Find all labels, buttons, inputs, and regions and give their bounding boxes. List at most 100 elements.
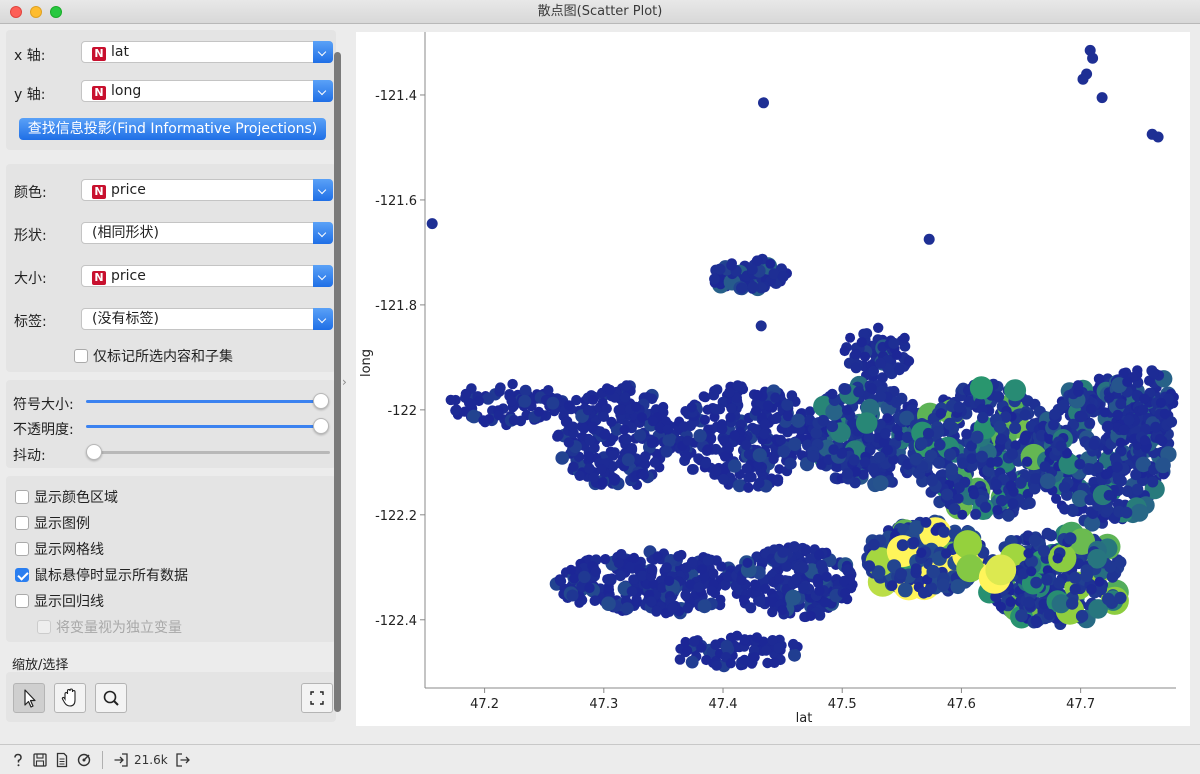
data-point[interactable] <box>711 384 723 395</box>
data-point[interactable] <box>1103 489 1115 501</box>
data-point[interactable] <box>1041 527 1054 540</box>
data-point[interactable] <box>915 437 928 451</box>
data-point[interactable] <box>845 332 856 343</box>
data-point[interactable] <box>788 638 799 650</box>
data-point[interactable] <box>702 555 714 566</box>
data-point[interactable] <box>662 424 674 435</box>
data-point[interactable] <box>786 390 798 401</box>
help-icon[interactable] <box>10 752 26 768</box>
data-point[interactable] <box>1017 568 1029 580</box>
data-point[interactable] <box>1115 475 1127 487</box>
data-point[interactable] <box>482 392 495 405</box>
data-point[interactable] <box>926 474 938 487</box>
data-point[interactable] <box>745 602 757 614</box>
data-point[interactable] <box>566 589 579 602</box>
data-point[interactable] <box>1155 457 1171 474</box>
pan-tool-button[interactable] <box>54 683 86 713</box>
data-point[interactable] <box>1077 73 1089 85</box>
data-point[interactable] <box>648 579 659 590</box>
data-point[interactable] <box>966 440 977 452</box>
data-point[interactable] <box>1111 461 1123 473</box>
data-point[interactable] <box>1072 380 1084 391</box>
data-point[interactable] <box>992 456 1003 468</box>
data-point[interactable] <box>1023 548 1034 559</box>
data-point[interactable] <box>1114 591 1127 605</box>
data-point[interactable] <box>850 362 862 374</box>
data-point[interactable] <box>923 233 935 245</box>
data-point[interactable] <box>957 509 968 520</box>
data-point[interactable] <box>751 255 763 267</box>
reset-zoom-button[interactable] <box>301 683 333 713</box>
data-point[interactable] <box>918 587 930 599</box>
data-point[interactable] <box>699 414 710 425</box>
data-point[interactable] <box>596 463 607 475</box>
show-legend-checkbox[interactable] <box>15 516 29 530</box>
data-point[interactable] <box>624 561 635 573</box>
data-point[interactable] <box>926 564 940 579</box>
data-point[interactable] <box>1048 419 1059 431</box>
data-point[interactable] <box>716 419 727 430</box>
data-point[interactable] <box>495 382 506 394</box>
data-point[interactable] <box>970 430 984 444</box>
data-point[interactable] <box>645 596 657 607</box>
data-point[interactable] <box>519 384 532 397</box>
data-point[interactable] <box>563 437 574 448</box>
data-point[interactable] <box>720 579 731 590</box>
data-point[interactable] <box>953 482 965 494</box>
data-point[interactable] <box>894 430 905 441</box>
data-point[interactable] <box>908 537 920 548</box>
data-point[interactable] <box>752 389 763 400</box>
data-point[interactable] <box>696 642 707 653</box>
data-point[interactable] <box>1023 596 1035 608</box>
data-point[interactable] <box>775 434 787 446</box>
data-point[interactable] <box>606 416 617 427</box>
save-icon[interactable] <box>32 752 48 768</box>
data-point[interactable] <box>781 398 794 411</box>
data-point[interactable] <box>599 429 610 440</box>
data-point[interactable] <box>943 448 957 461</box>
data-point[interactable] <box>1131 483 1144 496</box>
data-point[interactable] <box>768 268 780 280</box>
data-point[interactable] <box>827 388 838 400</box>
data-point[interactable] <box>970 508 982 520</box>
data-point[interactable] <box>797 562 809 574</box>
data-point[interactable] <box>820 597 831 608</box>
data-point[interactable] <box>701 654 712 666</box>
data-point[interactable] <box>1058 453 1080 475</box>
data-point[interactable] <box>646 438 657 449</box>
data-point[interactable] <box>621 453 635 467</box>
data-point[interactable] <box>788 541 800 553</box>
data-point[interactable] <box>875 357 886 369</box>
data-point[interactable] <box>639 451 651 462</box>
data-point[interactable] <box>1052 553 1063 564</box>
data-point[interactable] <box>1062 448 1073 459</box>
data-point[interactable] <box>933 456 946 469</box>
data-point[interactable] <box>508 414 520 426</box>
data-point[interactable] <box>1137 404 1149 416</box>
data-point[interactable] <box>1087 52 1099 64</box>
data-point[interactable] <box>1147 476 1159 488</box>
data-point[interactable] <box>445 394 456 406</box>
data-point[interactable] <box>976 403 988 415</box>
data-point[interactable] <box>693 581 705 593</box>
data-point[interactable] <box>739 654 750 666</box>
data-point[interactable] <box>1021 456 1033 467</box>
data-point[interactable] <box>784 457 797 470</box>
data-point[interactable] <box>966 453 978 464</box>
jitter-slider-handle[interactable] <box>86 444 102 460</box>
data-point[interactable] <box>1042 565 1053 576</box>
data-point[interactable] <box>605 384 616 395</box>
data-point[interactable] <box>762 400 774 411</box>
data-point[interactable] <box>654 422 665 433</box>
data-point[interactable] <box>1109 452 1121 464</box>
data-point[interactable] <box>566 564 576 575</box>
data-point[interactable] <box>583 451 594 462</box>
jitter-slider[interactable] <box>86 451 330 454</box>
data-point[interactable] <box>1058 481 1071 493</box>
data-point[interactable] <box>1092 462 1104 474</box>
data-point[interactable] <box>621 602 634 615</box>
data-point[interactable] <box>805 611 816 621</box>
data-point[interactable] <box>896 539 909 552</box>
data-point[interactable] <box>709 273 720 285</box>
data-point[interactable] <box>660 416 671 427</box>
